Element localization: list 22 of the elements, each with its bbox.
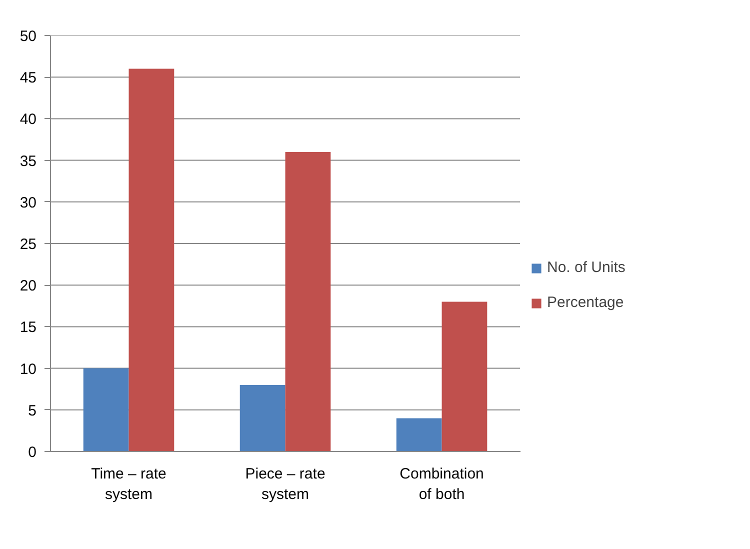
legend-label: Percentage <box>547 294 624 311</box>
y-tick-label: 15 <box>20 319 37 336</box>
x-tick-label: Time – rate system <box>91 466 166 503</box>
y-tick-label: 30 <box>20 194 37 212</box>
bar <box>442 302 488 452</box>
y-tick-label: 0 <box>28 444 36 461</box>
legend-label: No. of Units <box>547 259 626 276</box>
bar <box>83 368 129 452</box>
bar <box>285 152 331 452</box>
bar <box>396 418 442 452</box>
y-tick-label: 35 <box>20 152 37 170</box>
y-tick-label: 50 <box>20 28 37 45</box>
x-tick-label: Piece – rate system <box>245 466 326 503</box>
y-tick-label: 20 <box>20 278 37 295</box>
bar <box>128 68 174 452</box>
y-tick-label: 40 <box>20 111 37 128</box>
y-tick-label: 5 <box>28 402 36 420</box>
y-tick-label: 25 <box>20 236 37 253</box>
y-tick-label: 10 <box>20 360 37 378</box>
y-tick-label: 45 <box>20 70 37 87</box>
bar <box>240 384 286 452</box>
x-tick-label: Combination of both <box>400 466 484 503</box>
